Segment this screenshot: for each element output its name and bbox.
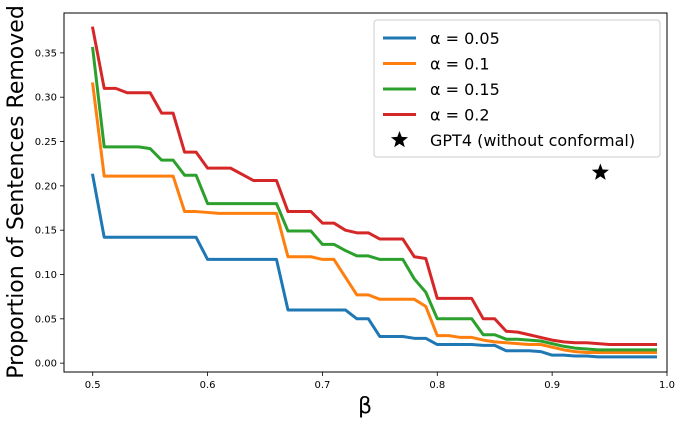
legend-label-gpt4: GPT4 (without conformal) <box>430 131 635 150</box>
y-tick-label: 0.05 <box>35 314 57 325</box>
legend-label-1: α = 0.05 <box>430 29 500 48</box>
y-tick-label: 0.35 <box>35 48 57 59</box>
x-tick-label: 1.0 <box>659 380 675 391</box>
legend-items: α = 0.05 α = 0.1 α = 0.15 α = 0.2 GPT4 (with… <box>383 29 635 150</box>
y-tick-label: 0.30 <box>35 93 57 104</box>
x-tick-label: 0.9 <box>544 380 560 391</box>
series-line-4 <box>90 26 658 347</box>
y-tick-label: 0.20 <box>35 181 57 192</box>
legend-label-4: α = 0.2 <box>430 106 490 125</box>
legend: α = 0.05 α = 0.1 α = 0.15 α = 0.2 GPT4 (with… <box>373 19 661 158</box>
y-tick-label: 0.00 <box>35 359 57 370</box>
axes-frame <box>63 12 668 373</box>
marker-layer <box>591 163 609 180</box>
x-axis-label: β <box>358 394 372 419</box>
series-line-2 <box>91 82 658 354</box>
y-tick-label: 0.25 <box>35 137 57 148</box>
y-axis-label: Proportion of Sentences Removed <box>4 5 29 379</box>
x-tick-label: 0.6 <box>200 380 216 391</box>
x-tick-label: 0.7 <box>314 380 330 391</box>
y-axis-ticks: 0.00 0.05 0.10 0.15 0.20 0.25 0.30 0.35 <box>35 48 64 370</box>
y-tick-label: 0.15 <box>35 226 57 237</box>
x-tick-label: 0.5 <box>85 380 101 391</box>
series-line-1 <box>90 173 658 359</box>
series-layer <box>90 26 658 359</box>
legend-box <box>373 19 661 158</box>
y-tick-label: 0.10 <box>35 270 57 281</box>
gpt4-star-marker <box>591 163 609 180</box>
legend-star-icon <box>390 131 409 148</box>
x-tick-label: 0.8 <box>429 380 445 391</box>
series-line-3 <box>91 46 658 352</box>
x-axis-ticks: 0.5 0.6 0.7 0.8 0.9 1.0 <box>85 372 675 391</box>
legend-label-3: α = 0.15 <box>430 80 500 99</box>
legend-label-2: α = 0.1 <box>430 55 490 74</box>
